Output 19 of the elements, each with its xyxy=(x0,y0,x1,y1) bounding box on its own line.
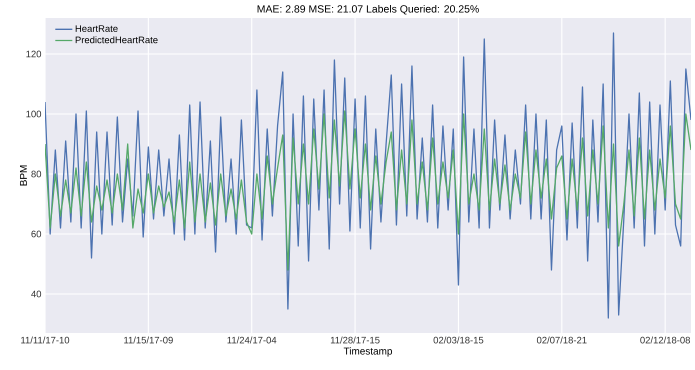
x-tick-label: 11/11/17-10 xyxy=(21,336,70,344)
x-tick-label: 11/24/17-04 xyxy=(228,336,276,344)
x-axis-title: Timestamp xyxy=(344,347,392,357)
x-tick-label: 02/03/18-15 xyxy=(434,336,484,344)
line-series xyxy=(45,110,692,271)
line-series xyxy=(45,32,692,319)
legend-label: HeartRate xyxy=(76,25,118,32)
y-tick-label: 80 xyxy=(31,170,42,178)
y-axis-title: BPM xyxy=(20,166,27,186)
x-tick-label: 02/12/18-08 xyxy=(640,336,690,344)
legend-label: PredictedHeartRate xyxy=(76,36,158,44)
x-tick-label: 11/28/17-15 xyxy=(330,336,380,344)
y-tick-label: 40 xyxy=(31,290,42,298)
x-tick-label: 11/15/17-09 xyxy=(124,336,173,344)
chart-title: MAE: 2.89 MSE: 21.07 Labels Queried: 20.25% xyxy=(258,4,479,14)
y-tick-label: 120 xyxy=(26,50,42,58)
x-tick-label: 02/07/18-21 xyxy=(536,336,587,344)
y-tick-label: 100 xyxy=(26,110,42,118)
y-tick-label: 60 xyxy=(31,230,42,238)
